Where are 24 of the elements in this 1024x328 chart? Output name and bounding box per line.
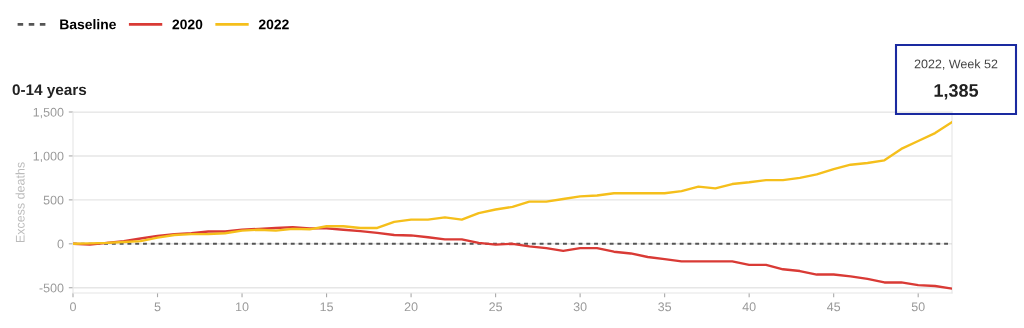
x-tick-label: 50 — [911, 302, 925, 312]
y-axis-title: Excess deaths — [15, 162, 25, 243]
y-tick-label: 1,500 — [33, 107, 64, 119]
y-tick-label: 1,000 — [33, 151, 64, 163]
y-tick-label: 0 — [57, 239, 64, 249]
x-tick-label: 25 — [489, 302, 503, 312]
x-tick-label: 5 — [154, 302, 161, 312]
text: 2022, Week 52 — [914, 59, 998, 70]
x-tick-label: 10 — [236, 302, 249, 312]
x-tick-label: 40 — [742, 302, 756, 312]
x-tick-label: 15 — [320, 302, 333, 312]
text: 1,385 — [934, 84, 979, 100]
y-tick-label: 500 — [43, 195, 64, 205]
chart-title: 0-14 years — [12, 84, 87, 99]
legend-label: 2022 — [258, 19, 289, 30]
x-tick-label: 0 — [70, 302, 76, 312]
line-series — [73, 120, 952, 245]
y-tick-label: -500 — [39, 283, 64, 293]
legend-label: 2020 — [172, 19, 203, 30]
x-tick-label: 35 — [658, 302, 672, 312]
x-tick-label: 20 — [404, 302, 418, 312]
legend-label: Baseline — [60, 19, 116, 30]
x-tick-label: 45 — [827, 302, 841, 312]
x-tick-label: 30 — [573, 302, 587, 312]
